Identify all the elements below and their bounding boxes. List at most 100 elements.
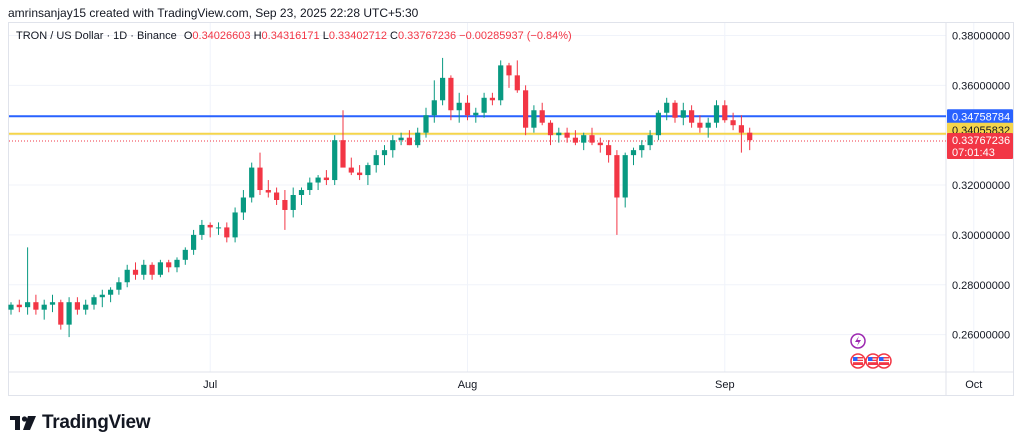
candle-body [456, 102, 462, 111]
candle-body [274, 192, 280, 200]
candle-body [199, 224, 205, 235]
y-tick-label: 0.32000000 [952, 180, 1010, 192]
open-label: O [183, 30, 193, 42]
x-tick-label: Sep [715, 379, 735, 391]
candle-body [531, 110, 537, 128]
candle-body [66, 302, 72, 325]
candle-body [332, 140, 338, 181]
candle-body [99, 294, 105, 298]
candle-body [16, 304, 22, 308]
candle-body [680, 110, 686, 118]
grid-lines [9, 23, 1013, 395]
candle-body [132, 269, 139, 275]
candle-body [589, 135, 595, 143]
candle-body [25, 302, 31, 308]
candle-body [606, 145, 612, 156]
time-axis: Jul Aug Sep Oct [203, 379, 982, 391]
candle-body [705, 122, 711, 128]
candle-body [398, 137, 404, 141]
candle-body [41, 304, 47, 310]
candle-body [539, 110, 545, 123]
candle-body [191, 234, 197, 250]
candle-body [722, 105, 728, 121]
last-price-tag [947, 132, 1013, 159]
candle-body [730, 120, 736, 126]
candle-body [290, 195, 296, 210]
candle-body [415, 132, 421, 146]
candle-body [257, 167, 263, 191]
blue-line-price-tag-text: 0.34758784 [952, 111, 1010, 123]
candle-body [390, 140, 396, 151]
candle-body [689, 110, 695, 123]
y-tick-label: 0.36000000 [952, 80, 1010, 92]
candle-body [431, 100, 437, 116]
candle-body [323, 177, 329, 181]
candle-body [307, 182, 313, 191]
low-value: 0.33402712 [328, 30, 387, 42]
tradingview-logo-icon [10, 416, 36, 430]
price-axis: 0.380000000.360000000.340000000.32000000… [947, 30, 1013, 342]
candle-body [58, 302, 64, 325]
x-tick-label: Oct [965, 379, 982, 391]
candle-body [514, 75, 520, 91]
candle-body [647, 135, 653, 146]
plot-area[interactable] [8, 22, 1014, 396]
candle-body [672, 102, 678, 118]
open-value: 0.34026603 [192, 30, 251, 42]
candle-body [448, 77, 454, 111]
candle-body [664, 102, 670, 113]
low-label: L [322, 30, 329, 42]
candle-body [265, 190, 271, 193]
lightning-icon[interactable] [850, 333, 866, 349]
event-icons [850, 333, 892, 369]
tradingview-brand[interactable]: TradingView [10, 412, 151, 434]
last-price-countdown: 07:01:43 [952, 147, 995, 159]
close-value: 0.33767236 [397, 30, 457, 42]
blue-line-price-tag [947, 109, 1013, 124]
candle-body [315, 177, 321, 183]
symbol-label: TRON / US Dollar · 1D · Binance [16, 30, 177, 42]
candle-body [83, 304, 89, 310]
candle-body [33, 302, 39, 310]
candle-body [738, 125, 744, 133]
candle-body [581, 135, 587, 143]
candle-body [182, 249, 188, 260]
candle-body [357, 172, 363, 176]
candle-body [108, 289, 114, 295]
candle-body [49, 302, 56, 305]
high-label: H [253, 30, 262, 42]
candle-body [373, 155, 379, 166]
candle-body [174, 259, 180, 268]
candle-body [523, 90, 529, 128]
candle-body [8, 304, 14, 310]
candle-body [597, 142, 603, 146]
candle-body [74, 302, 80, 310]
candle-body [91, 297, 97, 305]
candle-body [249, 167, 255, 198]
candle-body [713, 105, 720, 123]
y-tick-label: 0.38000000 [952, 30, 1010, 42]
candles [8, 57, 753, 338]
candle-body [697, 122, 703, 128]
us-flag-icon[interactable] [850, 353, 866, 369]
candle-body [166, 262, 172, 268]
candle-body [622, 155, 628, 198]
candle-body [630, 150, 637, 156]
candle-body [464, 102, 471, 116]
candle-body [639, 145, 645, 151]
us-flag-icon[interactable] [876, 353, 892, 369]
close-label: C [390, 30, 398, 42]
brand-name: TradingView [42, 412, 151, 433]
candle-body [655, 112, 661, 136]
x-tick-label: Jul [203, 379, 217, 391]
us-flag-icon[interactable] [865, 353, 881, 369]
y-tick-label: 0.28000000 [952, 280, 1010, 292]
candle-body [149, 264, 155, 275]
candle-body [215, 227, 222, 229]
candle-body [498, 65, 504, 101]
candle-body [141, 264, 147, 275]
candle-body [207, 224, 213, 228]
change-value: −0.00285937 (−0.84%) [459, 30, 572, 42]
candle-body [365, 165, 371, 176]
